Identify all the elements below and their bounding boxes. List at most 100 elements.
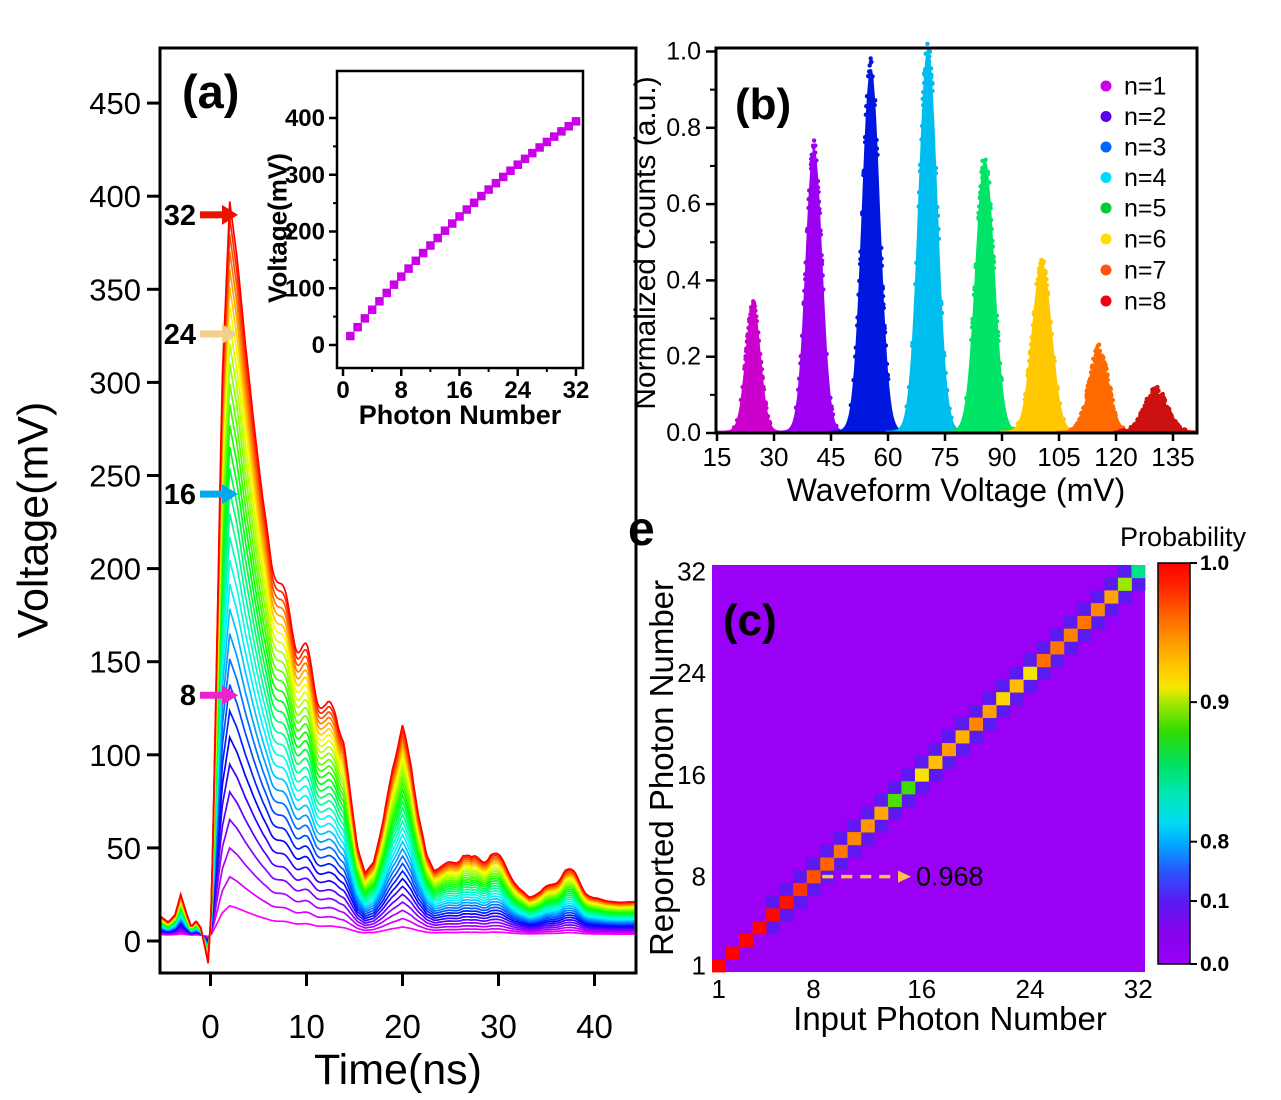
histogram-dot	[936, 236, 941, 241]
y-tick-label: 32	[677, 556, 706, 586]
histogram-dot	[819, 258, 825, 263]
photon-arrow-shaft	[200, 330, 222, 338]
histogram-dot	[760, 374, 765, 379]
histogram-dot	[853, 345, 858, 350]
histogram-dot	[1084, 396, 1090, 401]
histogram-dot	[886, 376, 891, 382]
heatmap-offdiagonal-cell	[860, 806, 875, 820]
inset-data-point	[411, 256, 421, 266]
waveform-trace	[160, 658, 635, 949]
histogram-dot	[745, 338, 750, 343]
inset-data-point	[353, 322, 362, 332]
waveform-trace	[160, 761, 635, 944]
histogram-dot	[875, 152, 880, 157]
heatmap-diagonal-cell	[779, 895, 794, 909]
waveform-trace	[160, 734, 635, 945]
histogram-dot	[1144, 400, 1150, 406]
histogram-dot	[976, 210, 981, 216]
photon-arrow-head	[222, 685, 238, 706]
histogram-dot	[1109, 393, 1114, 398]
colorbar-title: Probability	[1119, 522, 1247, 552]
histogram-dot	[930, 88, 935, 94]
inset-data-point	[535, 143, 544, 152]
inset-data-point	[382, 288, 391, 298]
histogram-dot	[809, 156, 814, 162]
histogram-dot	[882, 330, 888, 335]
photon-arrow-label: 16	[164, 479, 196, 511]
histogram-dot	[919, 123, 925, 129]
histogram-dot	[745, 332, 750, 337]
histogram-dot	[816, 189, 821, 195]
heatmap-offdiagonal-cell	[1090, 615, 1105, 629]
histogram-dot	[978, 184, 983, 189]
inset-data-point	[462, 205, 472, 214]
panel-a-xlabel: Time(ns)	[313, 1046, 483, 1094]
heatmap-offdiagonal-cell	[901, 768, 916, 782]
x-tick-label: 30	[760, 442, 789, 472]
heatmap-offdiagonal-cell	[806, 857, 821, 871]
heatmap-diagonal-cell	[982, 704, 997, 719]
histogram-dot	[916, 190, 922, 195]
photon-arrow-head	[222, 323, 238, 344]
heatmap-diagonal-cell	[806, 870, 821, 884]
y-tick-label: 100	[89, 738, 141, 773]
histogram-dot	[767, 421, 773, 426]
histogram-dot	[971, 292, 977, 297]
x-tick-label: 15	[703, 442, 732, 472]
waveform-trace	[160, 425, 635, 956]
histogram-dot	[1045, 290, 1051, 295]
inset-data-point	[397, 272, 406, 281]
histogram-dot	[731, 425, 737, 430]
histogram-dot	[943, 370, 948, 376]
histogram-dot	[816, 199, 822, 204]
histogram-dot	[830, 412, 836, 417]
x-tick-label: 20	[384, 1008, 421, 1045]
inset-data-point	[389, 280, 399, 289]
panel-b-frame	[714, 46, 1199, 435]
inset-x-tick-label: 32	[563, 377, 590, 404]
histogram-dot	[985, 171, 991, 177]
histogram-dot	[817, 206, 822, 212]
y-tick-label: 8	[692, 862, 706, 892]
histogram-dot	[989, 226, 994, 232]
histogram-dot	[910, 343, 915, 349]
panel-c-ylabel: Reported Photon Number	[643, 579, 680, 957]
histogram-dot	[1031, 310, 1036, 315]
heatmap-offdiagonal-cell	[982, 692, 997, 706]
annotation-arrow-head	[898, 870, 911, 883]
x-tick-label: 135	[1151, 442, 1194, 472]
waveform-trace	[160, 490, 635, 953]
legend-label: n=3	[1124, 134, 1166, 162]
heatmap-diagonal-cell	[725, 946, 740, 960]
heatmap-offdiagonal-cell	[793, 895, 808, 909]
heatmap-offdiagonal-cell	[887, 806, 902, 820]
histogram-dot	[920, 96, 925, 102]
histogram-dot	[751, 303, 756, 308]
photon-arrow-shaft	[200, 211, 222, 219]
x-tick-label: 32	[1124, 974, 1153, 1004]
heatmap-offdiagonal-cell	[942, 730, 956, 744]
heatmap-diagonal-cell	[1023, 666, 1038, 680]
histogram-dot	[980, 175, 985, 180]
histogram-dot	[976, 216, 981, 222]
heatmap-offdiagonal-cell	[1023, 679, 1038, 693]
histogram-dot	[796, 387, 801, 392]
inset-y-tick-label: 400	[285, 105, 325, 132]
heatmap-offdiagonal-cell	[1104, 577, 1119, 591]
waveform-trace	[160, 608, 635, 951]
inset-data-point	[491, 178, 501, 188]
histogram-dot	[1106, 388, 1111, 393]
waveform-trace	[160, 559, 635, 951]
histogram-dot	[1160, 394, 1165, 400]
heatmap-offdiagonal-cell	[874, 793, 889, 808]
y-tick-label: 450	[89, 86, 141, 121]
photon-arrow-label: 8	[180, 680, 196, 712]
histogram-dot	[991, 254, 996, 260]
histogram-dot	[1048, 319, 1054, 325]
histogram-dot	[933, 171, 939, 176]
colorbar-tick-label: 0.8	[1200, 831, 1230, 854]
histogram-dot	[857, 261, 863, 267]
histogram-dot	[1016, 420, 1021, 425]
histogram-dot	[754, 319, 759, 324]
histogram-dot	[969, 337, 974, 342]
